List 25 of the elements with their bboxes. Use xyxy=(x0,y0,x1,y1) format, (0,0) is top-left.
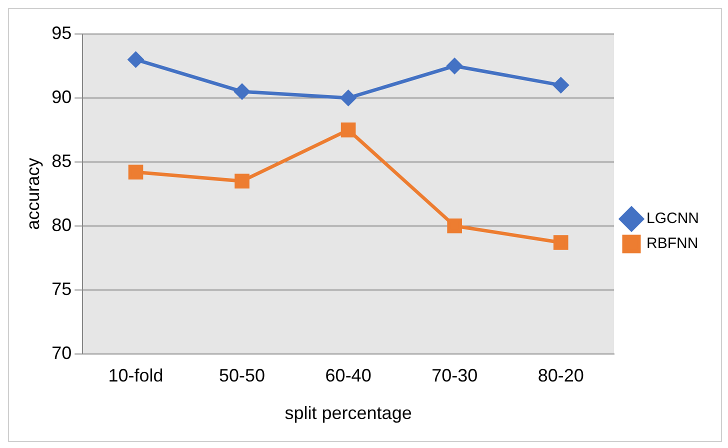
x-axis-title: split percentage xyxy=(284,403,412,424)
y-tick-label: 70 xyxy=(52,342,72,363)
y-tick-label: 95 xyxy=(52,22,72,43)
legend-label: LGCNN xyxy=(646,210,700,228)
y-tick-label: 80 xyxy=(52,214,72,235)
y-tick-label: 90 xyxy=(52,86,72,107)
point xyxy=(340,122,356,138)
point xyxy=(553,235,568,250)
point xyxy=(128,52,144,68)
x-tick-label: 80-20 xyxy=(538,366,584,386)
x-tick-label: 70-30 xyxy=(432,366,478,386)
point xyxy=(234,174,250,189)
point xyxy=(447,218,462,234)
point xyxy=(446,58,462,74)
x-tick-label: 60-40 xyxy=(325,366,372,386)
y-tick-label: 75 xyxy=(52,278,72,299)
point xyxy=(340,90,356,106)
y-tick-label: 85 xyxy=(52,150,72,171)
point xyxy=(553,77,569,93)
point xyxy=(128,164,144,180)
x-tick-label: 50-50 xyxy=(219,366,266,386)
legend-label: RBFNN xyxy=(646,235,698,252)
point xyxy=(234,84,250,100)
y-axis-title: accuracy xyxy=(22,158,43,230)
x-tick-label: 10-fold xyxy=(108,366,164,386)
